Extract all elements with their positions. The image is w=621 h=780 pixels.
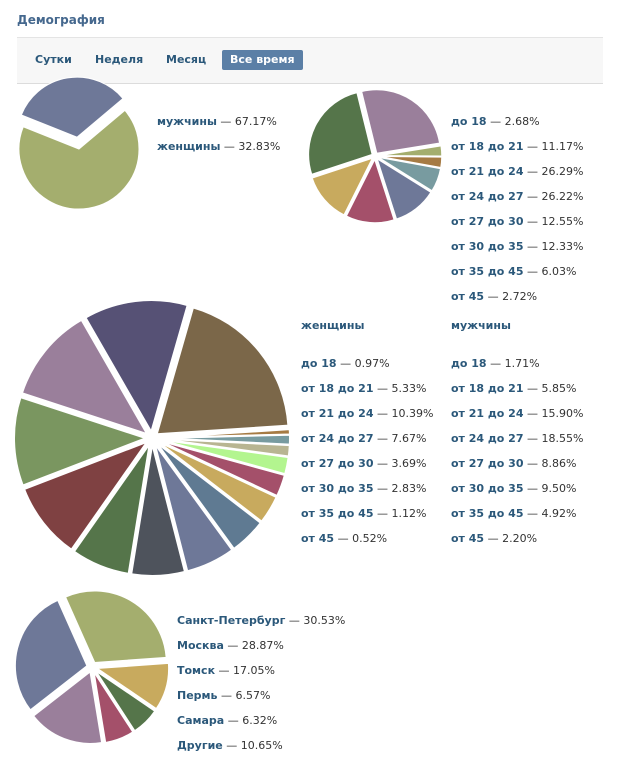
- pie-slice: [72, 442, 151, 576]
- pie-slice: [377, 155, 443, 169]
- pie-slice: [20, 76, 124, 138]
- pie-slice: [307, 91, 374, 176]
- men-column-header: мужчины: [451, 319, 511, 332]
- pie-slice: [157, 439, 287, 498]
- legend-item-age-3: от 21 до 24 — 26.29%: [451, 165, 584, 178]
- women-column-header: женщины: [301, 319, 365, 332]
- cities-pie-chart: [14, 590, 170, 745]
- legend-item-gender-female: женщины — 32.83%: [157, 140, 281, 153]
- legend-item-women-8: от 45 — 0.52%: [301, 532, 388, 545]
- legend-item-women-7: от 35 до 45 — 1.12%: [301, 507, 427, 520]
- pie-slice: [84, 299, 189, 435]
- legend-item-women-6: от 30 до 35 — 2.83%: [301, 482, 427, 495]
- pie-slice: [130, 443, 187, 577]
- legend-item-city-1: Санкт-Петербург — 30.53%: [177, 614, 346, 627]
- pie-slice: [156, 440, 278, 524]
- pie-slice: [32, 670, 103, 745]
- legend-item-age-8: от 45 — 2.72%: [451, 290, 538, 303]
- legend-item-city-5: Самара — 6.32%: [177, 714, 278, 727]
- pie-slice: [153, 442, 234, 573]
- pie-slice: [13, 395, 149, 487]
- legend-item-city-2: Москва — 28.87%: [177, 639, 284, 652]
- legend-item-city-4: Пермь — 6.57%: [177, 689, 271, 702]
- legend-item-gender-male: мужчины — 67.17%: [157, 115, 277, 128]
- legend-item-city-6: Другие — 10.65%: [177, 739, 283, 752]
- pie-slice: [377, 156, 442, 193]
- pie-slice: [94, 662, 170, 710]
- legend-item-men-5: от 27 до 30 — 8.86%: [451, 457, 577, 470]
- legend-item-age-4: от 24 до 27 — 26.22%: [451, 190, 584, 203]
- legend-item-men-4: от 24 до 27 — 18.55%: [451, 432, 584, 445]
- pie-slice: [64, 590, 168, 664]
- legend-item-women-3: от 21 до 24 — 10.39%: [301, 407, 434, 420]
- pie-slice: [310, 156, 375, 217]
- section-title: Демография: [17, 13, 105, 27]
- legend-item-age-6: от 30 до 35 — 12.33%: [451, 240, 584, 253]
- legend-item-age-7: от 35 до 45 — 6.03%: [451, 265, 577, 278]
- pie-slice: [14, 599, 89, 712]
- legend-item-men-2: от 18 до 21 — 5.85%: [451, 382, 577, 395]
- legend-item-men-6: от 30 до 35 — 9.50%: [451, 482, 577, 495]
- pie-slice: [155, 306, 290, 436]
- pie-slice: [345, 157, 396, 224]
- tab-month[interactable]: Месяц: [166, 53, 207, 66]
- legend-item-city-3: Томск — 17.05%: [177, 664, 275, 677]
- tab-week[interactable]: Неделя: [95, 53, 144, 66]
- period-tabs: Сутки Неделя Месяц Все время: [17, 37, 603, 84]
- pie-slice: [94, 669, 157, 732]
- legend-item-women-1: до 18 — 0.97%: [301, 357, 390, 370]
- legend-item-women-5: от 27 до 30 — 3.69%: [301, 457, 427, 470]
- pie-slice: [375, 156, 433, 221]
- pie-slice: [18, 109, 140, 210]
- pie-slice: [155, 441, 263, 551]
- pie-slice: [93, 671, 135, 744]
- legend-item-age-5: от 27 до 30 — 12.55%: [451, 215, 584, 228]
- tab-day[interactable]: Сутки: [35, 53, 72, 66]
- pie-slice: [22, 439, 150, 552]
- legend-item-men-7: от 35 до 45 — 4.92%: [451, 507, 577, 520]
- legend-item-age-1: до 18 — 2.68%: [451, 115, 540, 128]
- pie-slice: [20, 318, 150, 436]
- legend-item-women-2: от 18 до 21 — 5.33%: [301, 382, 427, 395]
- legend-item-men-8: от 45 — 2.20%: [451, 532, 538, 545]
- gender-pie-chart: [18, 76, 140, 210]
- legend-item-men-1: до 18 — 1.71%: [451, 357, 540, 370]
- age-pie-chart: [307, 88, 443, 224]
- tab-all-time[interactable]: Все время: [222, 50, 303, 70]
- age-gender-pie-chart: [13, 299, 291, 577]
- legend-item-women-4: от 24 до 27 — 7.67%: [301, 432, 427, 445]
- legend-item-age-2: от 18 до 21 — 11.17%: [451, 140, 584, 153]
- pie-slice: [360, 88, 441, 155]
- legend-item-men-3: от 21 до 24 — 15.90%: [451, 407, 584, 420]
